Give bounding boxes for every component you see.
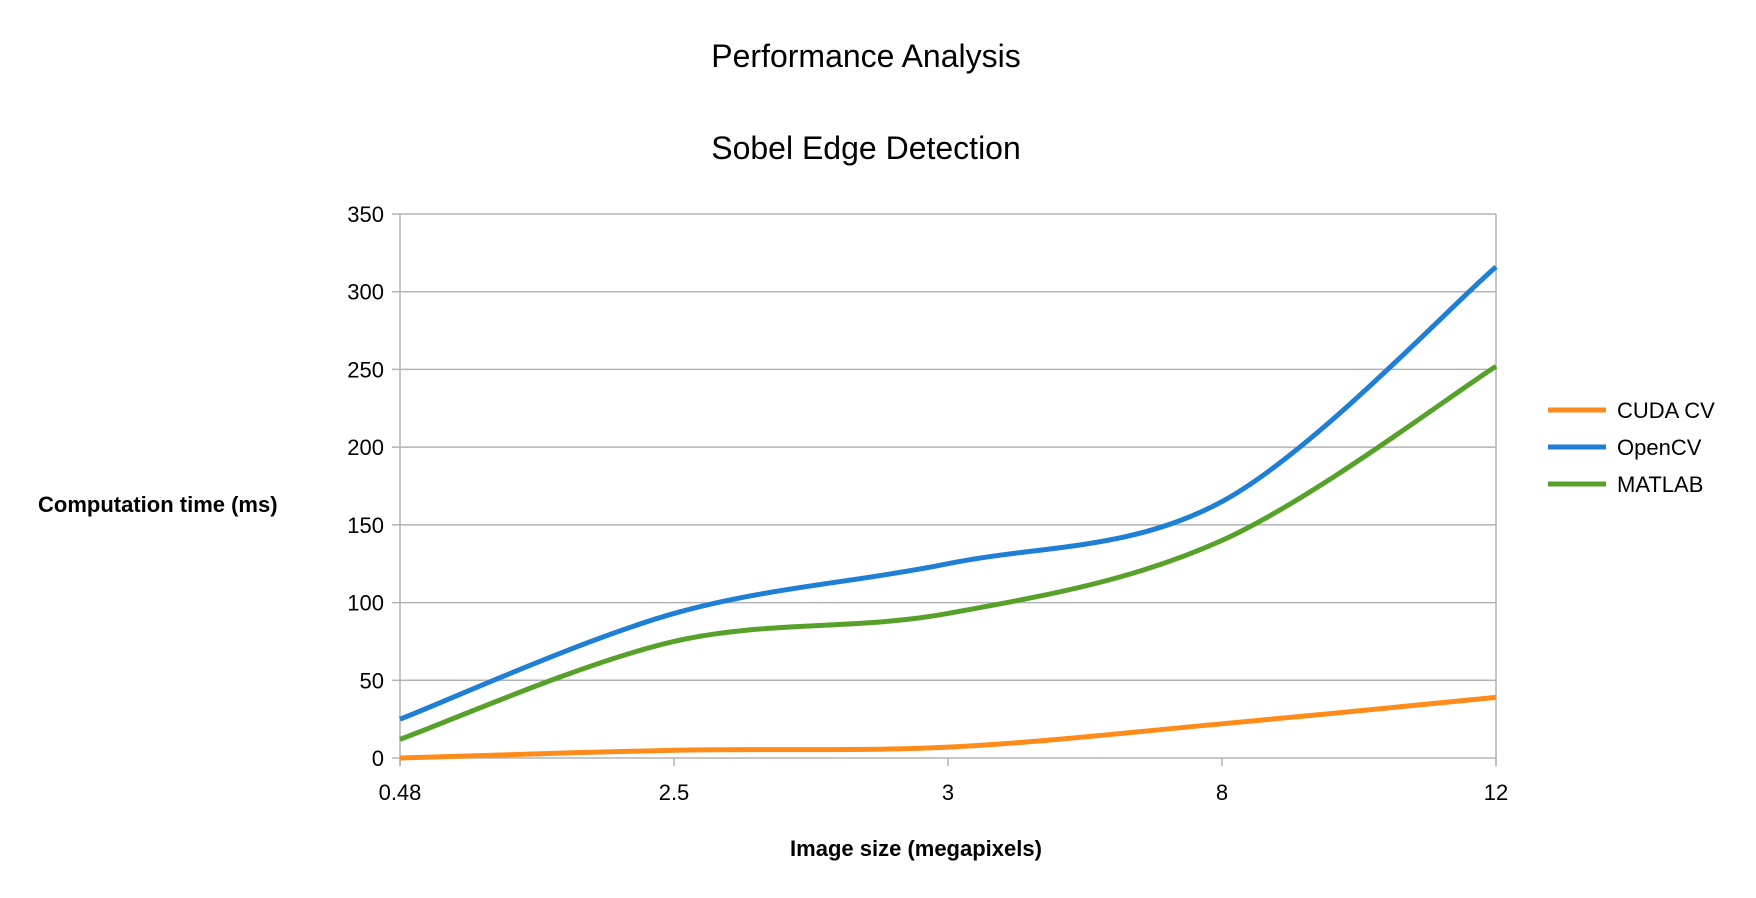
y-tick-label: 150	[347, 513, 384, 538]
y-axis-label: Computation time (ms)	[38, 492, 278, 517]
x-tick-label: 2.5	[659, 780, 690, 805]
series-line-matlab	[399, 364, 1498, 742]
series-line-cuda-cv	[399, 694, 1497, 761]
x-tick-label: 12	[1484, 780, 1508, 805]
x-tick-label: 8	[1216, 780, 1228, 805]
x-tick-label: 3	[942, 780, 954, 805]
chart-subtitle: Sobel Edge Detection	[711, 130, 1021, 166]
legend-label-opencv: OpenCV	[1617, 435, 1702, 460]
legend-label-cuda-cv: CUDA CV	[1617, 398, 1715, 423]
gridlines	[392, 213, 1497, 766]
legend: CUDA CV OpenCV MATLAB	[1548, 398, 1715, 497]
x-tick-labels: 0.48 2.5 3 8 12	[379, 780, 1509, 805]
y-tick-label: 0	[372, 746, 384, 771]
y-tick-label: 50	[360, 668, 384, 693]
series-lines	[399, 264, 1498, 761]
y-tick-label: 250	[347, 357, 384, 382]
x-tick-label: 0.48	[379, 780, 422, 805]
y-tick-label: 100	[347, 591, 384, 616]
y-tick-labels: 0 50 100 150 200 250 300 350	[347, 202, 384, 771]
legend-label-matlab: MATLAB	[1617, 472, 1703, 497]
series-line-opencv	[399, 264, 1498, 722]
x-axis-label: Image size (megapixels)	[790, 836, 1042, 861]
chart-title: Performance Analysis	[711, 38, 1021, 74]
y-tick-label: 350	[347, 202, 384, 227]
y-tick-label: 200	[347, 435, 384, 460]
y-tick-label: 300	[347, 280, 384, 305]
x-axis-label-wrap: Image size (megapixels)	[0, 836, 1756, 862]
